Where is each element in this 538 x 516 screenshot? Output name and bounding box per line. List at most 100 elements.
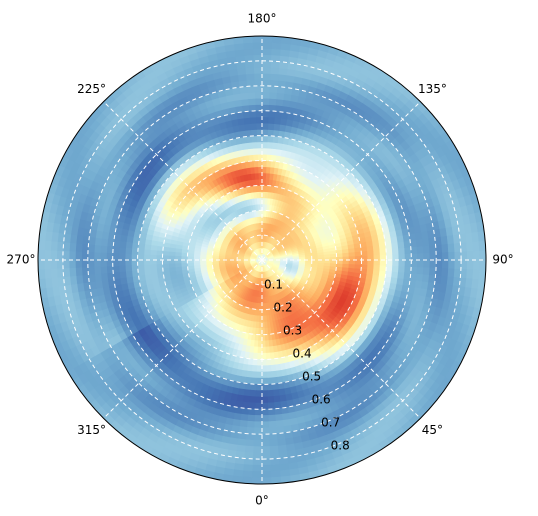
heatmap-cell (243, 389, 251, 397)
heatmap-cell (137, 248, 145, 256)
heatmap-cell (252, 352, 259, 360)
heatmap-cell (253, 346, 259, 354)
heatmap-cell (261, 48, 272, 56)
heatmap-cell (112, 259, 120, 267)
heatmap-cell (254, 408, 263, 416)
heatmap-cell (156, 250, 164, 256)
heatmap-cell (435, 251, 443, 261)
heatmap-cell (270, 48, 281, 56)
heatmap-cell (261, 60, 272, 68)
heatmap-cell (268, 98, 277, 106)
heatmap-cell (269, 433, 279, 441)
heatmap-cell (256, 377, 263, 385)
heatmap-cell (273, 123, 281, 131)
heatmap-cell (253, 79, 263, 87)
heatmap-cell (112, 253, 120, 261)
heatmap-cell (257, 172, 263, 180)
heatmap-cell (246, 370, 253, 379)
heatmap-cell (367, 254, 375, 261)
heatmap-cell (112, 265, 120, 274)
heatmap-cell (385, 265, 393, 272)
heatmap-cell (276, 79, 286, 88)
heatmap-cell (267, 122, 275, 131)
heatmap-cell (180, 259, 188, 264)
heatmap-cell (391, 247, 400, 255)
heatmap-cell (454, 259, 462, 270)
heatmap-cell (261, 110, 269, 118)
heatmap-cell (261, 346, 267, 354)
heatmap-cell (250, 129, 257, 137)
heatmap-cell (354, 263, 362, 270)
heatmap-cell (174, 255, 182, 261)
heatmap-cell (404, 259, 412, 267)
heatmap-cell (257, 160, 263, 168)
heatmap-cell (268, 420, 277, 429)
heatmap-cell (106, 259, 114, 268)
heatmap-cell (238, 79, 248, 88)
heatmap-cell (245, 439, 255, 447)
heatmap-cell (168, 259, 176, 265)
heatmap-cell (250, 377, 258, 385)
heatmap-cell (397, 271, 405, 280)
heatmap-cell (261, 458, 272, 466)
heatmap-cell (75, 235, 84, 245)
heatmap-cell (247, 420, 256, 429)
heatmap-cell (143, 254, 151, 261)
heatmap-cell (131, 265, 139, 272)
heatmap-cell (81, 259, 89, 269)
heatmap-cell (247, 98, 256, 106)
heatmap-cell (168, 251, 176, 257)
heatmap-cell (261, 172, 267, 180)
heatmap-cell (244, 445, 255, 454)
heatmap-cell (180, 256, 188, 261)
heatmap-cell (50, 259, 58, 270)
heatmap-cell (261, 464, 272, 472)
heatmap-cell (261, 141, 268, 149)
heatmap-cell (354, 255, 362, 261)
heatmap-cell (237, 73, 247, 82)
heatmap-cell (56, 241, 64, 252)
heatmap-cell (391, 271, 399, 279)
heatmap-cell (275, 92, 285, 100)
heatmap-cell (472, 240, 480, 252)
heatmap-cell (267, 110, 276, 118)
heatmap-cell (441, 267, 449, 277)
heatmap-cell (118, 259, 126, 267)
heatmap-cell (410, 246, 418, 254)
heatmap-cell (261, 160, 267, 168)
heatmap-cell (258, 334, 263, 342)
heatmap-cell (250, 135, 258, 143)
heatmap-cell (361, 259, 369, 265)
heatmap-cell (254, 421, 263, 429)
heatmap-cell (249, 122, 257, 131)
heatmap-cell (348, 263, 356, 269)
heatmap-cell (404, 253, 412, 261)
heatmap-cell (254, 91, 263, 99)
heatmap-cell (143, 259, 151, 266)
heatmap-cell (366, 268, 374, 275)
heatmap-cell (261, 415, 270, 423)
heatmap-cell (112, 246, 120, 255)
heatmap-cell (441, 243, 449, 253)
heatmap-cell (261, 408, 270, 416)
heatmap-cell (253, 446, 263, 454)
heatmap-cell (269, 66, 280, 75)
heatmap-cell (62, 242, 71, 252)
heatmap-cell (261, 439, 271, 447)
heatmap-cell (386, 259, 393, 267)
heatmap-cell (460, 259, 468, 270)
heatmap-cell (131, 259, 138, 267)
heatmap-cell (423, 252, 431, 261)
heatmap-cell (162, 255, 170, 261)
heatmap-cell (274, 401, 282, 410)
heatmap-cell (250, 383, 257, 391)
heatmap-cell (100, 273, 109, 282)
heatmap-cell (261, 433, 271, 441)
heatmap-cell (417, 259, 425, 268)
heatmap-cell (268, 408, 276, 416)
heatmap-cell (429, 267, 437, 276)
heatmap-cell (75, 275, 84, 285)
heatmap-cell (271, 135, 279, 144)
heatmap-cell (137, 264, 145, 272)
heatmap-cell (266, 365, 273, 373)
